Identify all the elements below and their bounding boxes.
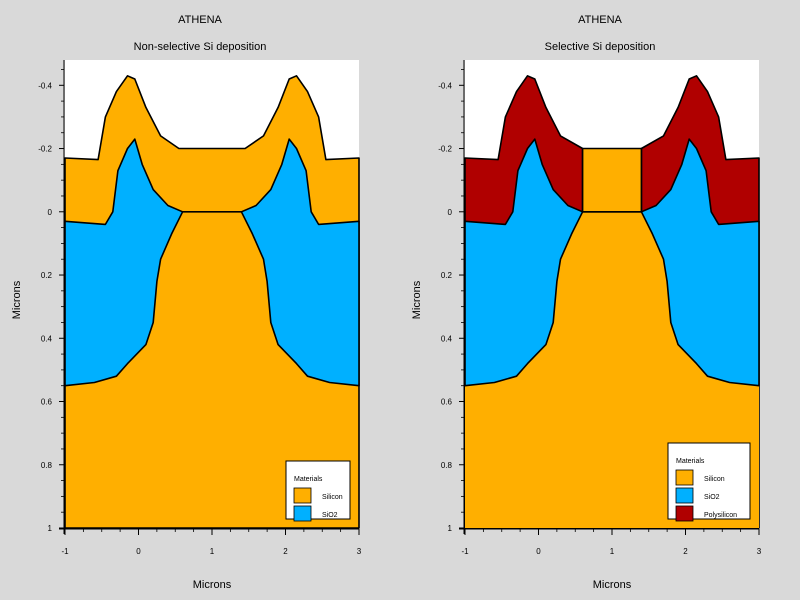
legend-label-silicon: Silicon: [322, 494, 343, 501]
x-tick-label: 2: [683, 547, 688, 556]
y-tick-label: 0.6: [41, 398, 53, 407]
left-ylabel: Microns: [11, 280, 23, 319]
x-tick-label: 3: [357, 547, 362, 556]
region-sio2: [64, 138, 360, 387]
x-tick-label: -1: [461, 547, 469, 556]
y-tick-label: -0.2: [438, 145, 452, 154]
legend-label-silicon: Silicon: [704, 476, 725, 483]
right-ylabel: Microns: [411, 280, 423, 319]
legend-title: Materials: [676, 458, 705, 465]
legend-swatch-silicon: [675, 469, 694, 486]
right-title: Selective Si deposition: [545, 41, 656, 53]
y-tick-label: 0.2: [441, 271, 453, 280]
x-tick-label: -1: [61, 547, 69, 556]
x-tick-label: 0: [536, 547, 541, 556]
y-tick-label: 0: [48, 208, 53, 217]
y-tick-label: 0.8: [41, 461, 53, 470]
x-tick-label: 3: [757, 547, 762, 556]
legend-label-sio2: SiO2: [704, 494, 720, 501]
y-tick-label: 0.4: [441, 334, 453, 343]
legend-swatch-sio2: [675, 487, 694, 504]
x-tick-label: 1: [210, 547, 215, 556]
right-header: ATHENA: [578, 14, 622, 26]
legend-swatch-silicon: [293, 487, 312, 504]
y-tick-label: 1: [448, 524, 453, 533]
y-tick-label: -0.4: [38, 81, 52, 90]
y-tick-label: -0.2: [38, 145, 52, 154]
x-tick-label: 0: [136, 547, 141, 556]
y-tick-label: 0.2: [41, 271, 53, 280]
left-header: ATHENA: [178, 14, 222, 26]
y-tick-label: 0.4: [41, 334, 53, 343]
legend-title: Materials: [294, 476, 323, 483]
y-tick-label: 0.6: [441, 398, 453, 407]
left-xlabel: Microns: [193, 579, 232, 591]
legend-swatch-sio2: [293, 505, 312, 522]
right-plot: -0.4 -0.2 0 0.2 0.4 0.6 0.8 1 -1 0 1 2 3 Materials Sil…: [438, 60, 762, 556]
region-silicon-plug: [581, 147, 643, 213]
y-tick-label: 0: [448, 208, 453, 217]
legend-label-sio2: SiO2: [322, 512, 338, 519]
x-tick-label: 1: [610, 547, 615, 556]
left-title: Non-selective Si deposition: [134, 41, 267, 53]
left-plot: -0.4 -0.2 0 0.2 0.4 0.6 0.8 1 -1 0 1 2 3 Materials Sil…: [38, 60, 362, 556]
legend-label-polysilicon: Polysilicon: [704, 512, 737, 519]
region-sio2: [464, 138, 760, 387]
y-tick-label: -0.4: [438, 81, 452, 90]
legend-swatch-polysilicon: [675, 505, 694, 522]
x-tick-label: 2: [283, 547, 288, 556]
y-tick-label: 0.8: [441, 461, 453, 470]
right-xlabel: Microns: [593, 579, 632, 591]
y-tick-label: 1: [48, 524, 53, 533]
